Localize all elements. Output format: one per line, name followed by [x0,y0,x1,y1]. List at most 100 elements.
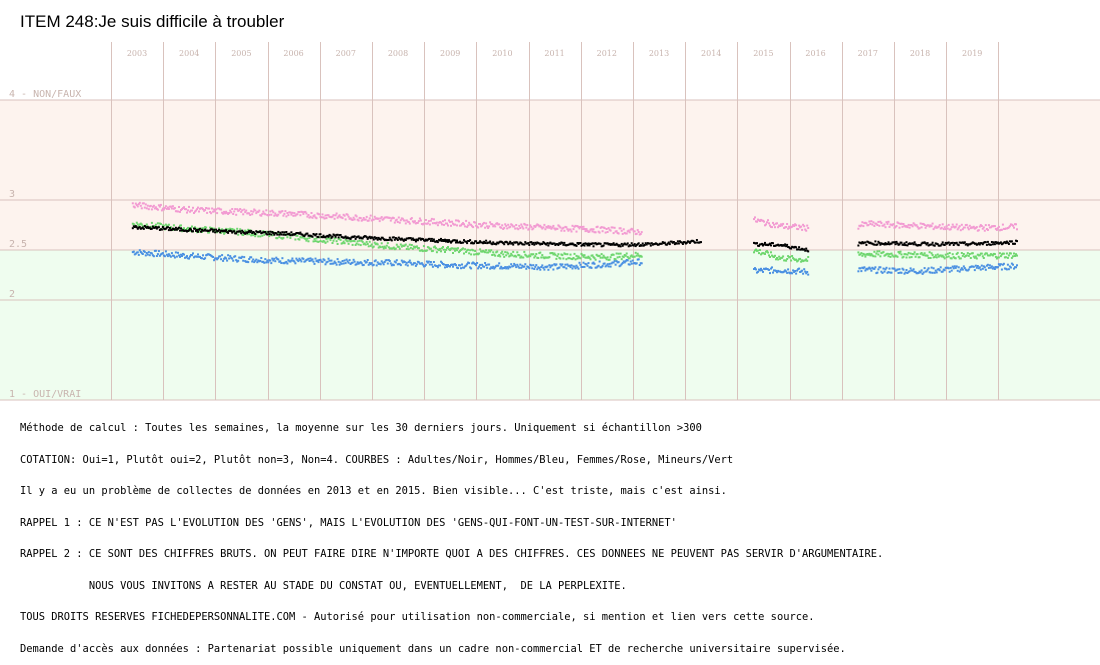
data-point-all [943,244,946,246]
data-point-men [979,268,982,271]
data-point-minors [257,235,260,238]
data-point-women [192,206,194,209]
data-point-all [268,233,271,236]
data-point-minors [342,240,345,243]
data-point-men [228,257,231,260]
data-point-minors [890,252,893,255]
data-point-men [578,261,581,264]
data-point-men [146,253,149,256]
data-point-all [1005,240,1008,243]
data-point-women [627,229,630,232]
data-point-women [397,216,400,219]
data-point-women [793,225,796,227]
data-point-women [946,227,949,230]
data-point-minors [323,240,326,243]
data-point-men [601,264,604,267]
data-point-men [801,269,804,272]
data-point-men [290,259,293,262]
data-point-minors [617,252,620,255]
data-point-women [543,223,546,226]
data-point-all [146,225,149,228]
data-point-women [293,212,296,215]
data-point-men [273,257,276,260]
data-point-minors [944,253,947,256]
data-point-women [797,228,800,231]
x-tick-label: 2005 [231,49,251,58]
data-point-men [587,262,590,265]
data-point-women [498,223,501,226]
data-point-all [215,228,218,231]
data-point-minors [782,255,785,258]
data-point-men [379,263,382,266]
data-point-all [143,225,146,227]
data-point-women [759,220,761,222]
data-point-men [546,265,549,268]
data-point-women [149,204,152,207]
data-point-women [605,228,608,230]
data-point-women [547,225,550,228]
data-point-men [168,254,171,257]
data-point-women [937,225,940,228]
data-point-women [235,213,238,216]
data-point-women [346,213,349,216]
data-point-all [515,241,518,244]
data-point-men [384,259,387,262]
data-point-women [546,226,549,229]
data-point-minors [605,258,608,261]
data-point-minors [978,254,981,257]
data-point-all [478,241,481,244]
data-point-women [248,212,251,215]
data-point-all [611,243,614,246]
data-point-men [514,264,517,267]
data-point-minors [954,257,957,260]
data-point-men [559,263,562,266]
notes-block: Méthode de calcul : Toutes les semaines,… [20,402,883,665]
data-point-women [504,223,507,226]
x-tick-label: 2012 [597,49,617,58]
data-point-women [981,227,984,230]
data-point-women [460,224,462,227]
data-point-all [431,240,434,242]
data-point-all [160,228,163,231]
data-point-men [935,271,938,274]
data-point-all [805,247,808,250]
data-point-men [452,265,454,268]
data-point-all [230,230,233,233]
data-point-men [769,272,771,275]
data-point-minors [991,254,994,257]
data-point-minors [859,253,862,256]
data-point-minors [301,236,304,239]
data-point-women [451,220,453,223]
data-point-men [445,264,447,266]
data-point-minors [577,255,580,258]
data-point-women [306,215,309,218]
data-point-men [196,255,198,258]
data-point-women [335,212,338,215]
data-point-women [535,224,538,227]
data-point-all [785,245,788,248]
data-point-all [912,243,915,246]
data-point-women [585,228,588,231]
data-point-men [548,264,551,267]
data-point-minors [863,253,866,256]
data-point-minors [764,253,766,255]
data-point-men [608,262,611,265]
data-point-women [486,225,489,228]
data-point-men [637,258,640,261]
data-point-women [211,207,214,210]
data-point-all [618,244,621,247]
data-point-women [586,229,589,232]
data-point-all [530,241,533,244]
data-point-all [264,231,267,233]
data-point-minors [958,257,961,260]
data-point-minors [757,249,759,252]
x-tick-label: 2008 [388,49,408,58]
data-point-women [1012,224,1014,227]
data-point-women [367,219,370,222]
data-point-men [947,267,950,270]
data-point-women [405,219,408,222]
data-point-minors [523,250,526,253]
data-point-men [993,268,996,270]
data-point-men [939,266,942,269]
data-point-women [398,221,401,224]
